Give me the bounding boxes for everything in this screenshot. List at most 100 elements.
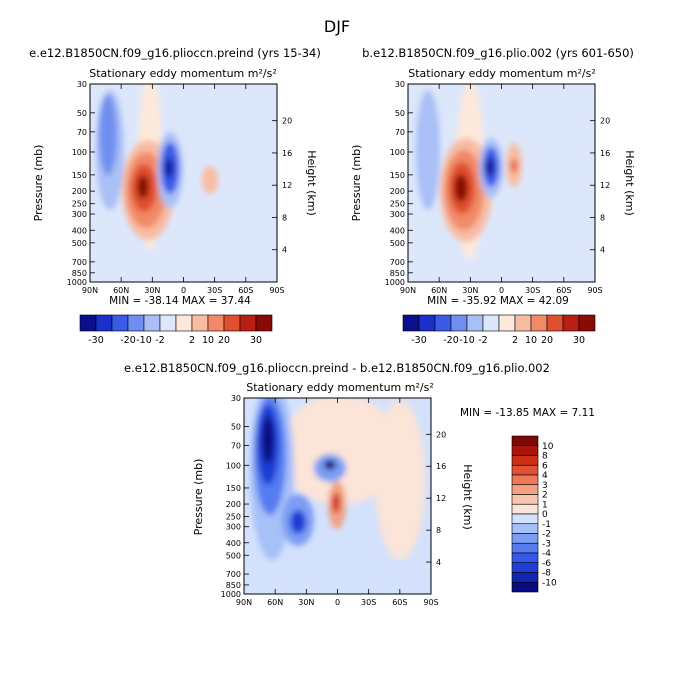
colorbar-swatch [511, 533, 539, 544]
y-tick-label: 1000 [385, 278, 405, 287]
y-tick-label: 250 [390, 200, 405, 209]
colorbar-swatch [207, 314, 225, 332]
y-right-tick-label: 4 [282, 246, 287, 255]
y-right-tick-label: 4 [436, 558, 441, 567]
y-tick-label: 200 [72, 187, 87, 196]
y-right-tick-label: 16 [436, 462, 446, 471]
colorbar-label: 3 [542, 481, 548, 491]
panel-c-blobs [250, 398, 425, 560]
colorbar-swatch [95, 314, 113, 332]
x-tick-label: 30N [298, 598, 314, 607]
colorbar-label: 20 [218, 335, 230, 346]
colorbar-label: -1 [542, 520, 551, 530]
colorbar-label: -8 [542, 569, 551, 579]
colorbar-swatch [511, 562, 539, 573]
colorbar-label: 10 [542, 442, 554, 452]
panel-b-minmax: MIN = -35.92 MAX = 42.09 [427, 295, 569, 307]
colorbar-swatch [511, 581, 539, 593]
colorbar-label: 8 [542, 452, 548, 462]
colorbar-swatch [239, 314, 257, 332]
y-right-tick-label: 12 [600, 181, 610, 190]
x-tick-label: 0 [335, 598, 340, 607]
colorbar-swatch [562, 314, 580, 332]
colorbar-label: 10 [202, 335, 214, 346]
colorbar-label: -20 [443, 335, 459, 346]
colorbar-label: -2 [542, 530, 551, 540]
x-tick-label: 30N [462, 286, 478, 295]
colorbar-label: -2 [155, 335, 164, 346]
colorbar-label: -10 [542, 578, 557, 588]
y-right-tick-label: 20 [600, 117, 610, 126]
colorbar-swatch [511, 484, 539, 495]
x-tick-label: 90N [400, 286, 416, 295]
y-tick-label: 850 [390, 269, 405, 278]
panel-c-neg-nh-core [262, 416, 274, 464]
y-tick-label: 50 [77, 109, 87, 118]
y-tick-label: 500 [390, 239, 405, 248]
y-tick-label: 850 [226, 581, 241, 590]
colorbar-swatch [578, 314, 596, 332]
x-tick-label: 30S [361, 598, 376, 607]
x-tick-label: 60S [556, 286, 571, 295]
panel-a-pos-sh [202, 166, 218, 194]
y-right-tick-label: 4 [600, 246, 605, 255]
colorbar-label: 2 [542, 491, 548, 501]
panel-b-neg-eq-core [486, 158, 494, 176]
colorbar-swatch [159, 314, 177, 332]
colorbar-swatch [466, 314, 484, 332]
colorbar-swatch [191, 314, 209, 332]
colorbar-swatch [482, 314, 500, 332]
y-tick-label: 500 [72, 239, 87, 248]
colorbar-label: 30 [250, 335, 262, 346]
colorbar-label: 30 [573, 335, 585, 346]
panel-b-blobs [416, 84, 522, 260]
y-tick-label: 70 [395, 128, 405, 137]
panel-c-pale-red-band [280, 398, 400, 505]
panel-a-ylabel: Pressure (mb) [32, 145, 45, 222]
y-tick-label: 30 [395, 80, 405, 89]
x-tick-label: 90N [236, 598, 252, 607]
x-tick-label: 0 [181, 286, 186, 295]
x-tick-label: 30S [207, 286, 222, 295]
panel-b-neg-nh-midlat [416, 90, 440, 210]
y-tick-label: 250 [72, 200, 87, 209]
panel-a-neg-nh-core [99, 95, 117, 175]
colorbar-label: 1 [542, 500, 548, 510]
colorbar-label: 4 [542, 471, 548, 481]
colorbar-swatch [223, 314, 241, 332]
x-tick-label: 90S [269, 286, 284, 295]
y-tick-label: 1000 [67, 278, 87, 287]
colorbar-label: 2 [512, 335, 518, 346]
panel-a-pos-subtropic-core [137, 175, 149, 199]
y-tick-label: 400 [72, 226, 87, 235]
colorbar-label: -4 [542, 549, 551, 559]
x-tick-label: 60S [392, 598, 407, 607]
x-tick-label: 90S [423, 598, 438, 607]
panel-c-pos-eq-core [332, 493, 340, 513]
y-tick-label: 700 [72, 258, 87, 267]
colorbar-swatch [498, 314, 516, 332]
colorbar-label: -20 [120, 335, 136, 346]
panel-a-subtitle: Stationary eddy momentum m²/s² [89, 67, 276, 80]
colorbar-label: 20 [541, 335, 553, 346]
y-tick-label: 70 [231, 441, 241, 450]
panel-c-field [244, 398, 431, 594]
panel-b-subtitle: Stationary eddy momentum m²/s² [408, 67, 595, 80]
y-tick-label: 700 [226, 570, 241, 579]
y-right-tick-label: 12 [282, 181, 292, 190]
colorbar-label: 0 [542, 510, 548, 520]
panel-b-ylabel: Pressure (mb) [350, 145, 363, 222]
y-tick-label: 100 [72, 148, 87, 157]
y-tick-label: 700 [390, 258, 405, 267]
panel-c-axes: 90N 60N 30N 0 30S 60S 90S 30 50 70 100 150 200 250300… [221, 394, 447, 607]
panel-a-blobs [96, 84, 218, 250]
colorbar-label: -2 [478, 335, 487, 346]
colorbar-label: 6 [542, 461, 548, 471]
y-tick-label: 30 [77, 80, 87, 89]
y-tick-label: 50 [231, 423, 241, 432]
panel-b-field [408, 84, 595, 282]
colorbar-label: 2 [189, 335, 195, 346]
colorbar-swatch [511, 435, 539, 447]
panel-c-ylabel: Pressure (mb) [192, 459, 205, 536]
